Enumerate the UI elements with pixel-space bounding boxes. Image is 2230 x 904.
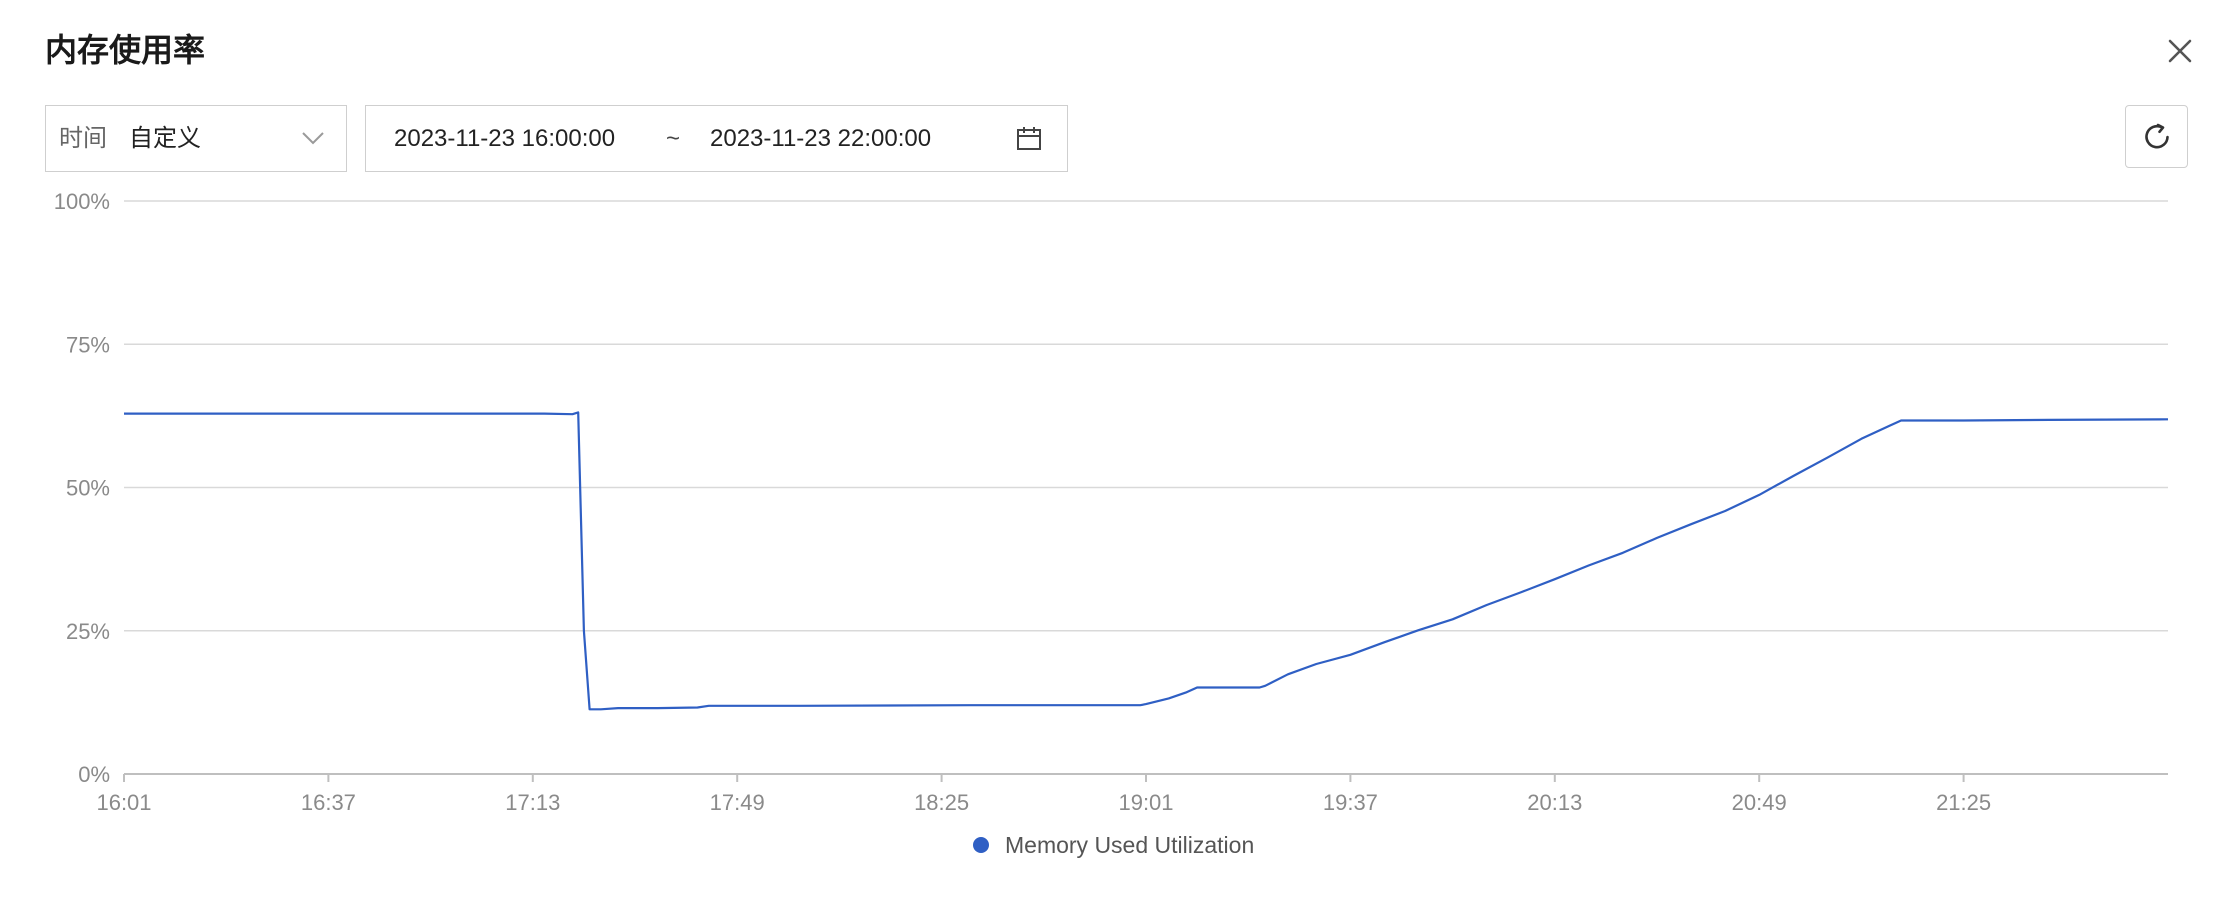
- calendar-icon[interactable]: [1016, 126, 1042, 152]
- end-datetime-input[interactable]: 2023-11-23 22:00:00: [710, 125, 932, 152]
- x-tick-label: 20:13: [1527, 790, 1582, 815]
- x-tick-label: 21:25: [1936, 790, 1991, 815]
- legend-label: Memory Used Utilization: [1005, 831, 1255, 858]
- x-tick-label: 20:49: [1732, 790, 1787, 815]
- x-tick-label: 19:01: [1118, 790, 1173, 815]
- time-label: 时间: [59, 124, 107, 152]
- x-tick-label: 16:37: [301, 790, 356, 815]
- page-title: 内存使用率: [45, 31, 206, 69]
- time-range-select[interactable]: 时间 自定义: [45, 105, 347, 172]
- time-select-value: 自定义: [129, 124, 201, 152]
- y-tick-label: 75%: [66, 332, 110, 357]
- close-button[interactable]: [2163, 34, 2197, 68]
- chevron-down-icon: [302, 132, 324, 145]
- date-range-picker[interactable]: 2023-11-23 16:00:00 ~ 2023-11-23 22:00:0…: [365, 105, 1068, 172]
- range-separator: ~: [666, 125, 681, 152]
- y-tick-label: 100%: [54, 189, 110, 214]
- legend-item-memory-used-utilization[interactable]: Memory Used Utilization: [973, 830, 1254, 860]
- x-tick-label: 16:01: [96, 790, 151, 815]
- refresh-icon: [2145, 123, 2169, 149]
- close-icon: [2168, 39, 2192, 63]
- legend-marker: [973, 837, 989, 853]
- y-tick-label: 50%: [66, 476, 110, 501]
- x-tick-label: 17:49: [710, 790, 765, 815]
- x-tick-label: 19:37: [1323, 790, 1378, 815]
- refresh-button[interactable]: [2125, 105, 2188, 168]
- x-tick-label: 18:25: [914, 790, 969, 815]
- y-tick-label: 0%: [78, 762, 110, 787]
- series-line-memory-used-utilization: [124, 411, 2169, 711]
- start-datetime-input[interactable]: 2023-11-23 16:00:00: [394, 125, 616, 152]
- y-tick-label: 25%: [66, 619, 110, 644]
- x-tick-label: 17:13: [505, 790, 560, 815]
